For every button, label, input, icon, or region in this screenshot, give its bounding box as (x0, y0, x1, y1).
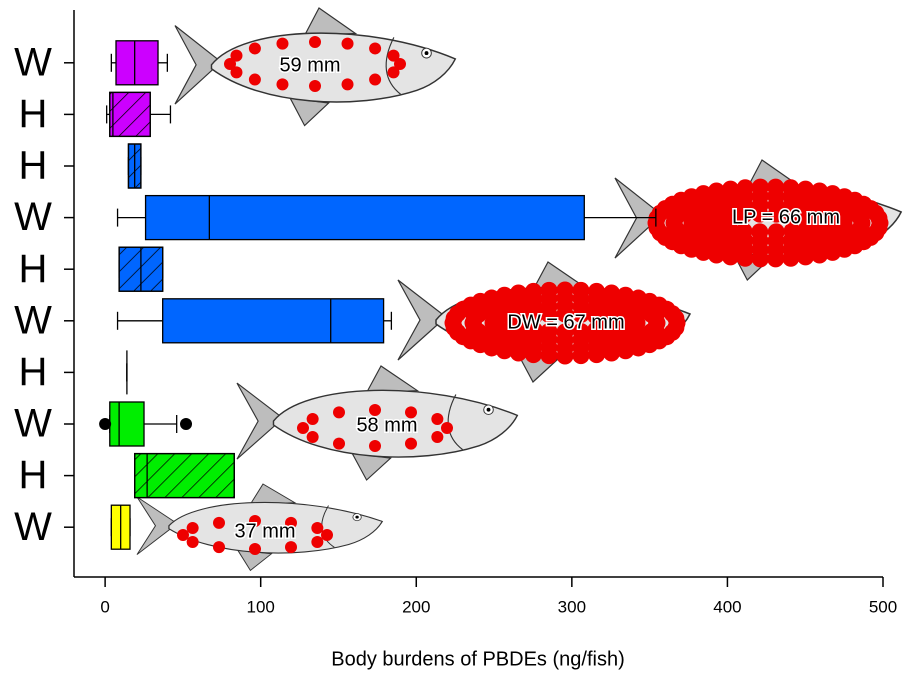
fish-dot (647, 310, 664, 327)
x-axis-label: Body burdens of PBDEs (ng/fish) (331, 648, 624, 670)
fish-dot (213, 541, 225, 553)
annotation: 59 mm (279, 54, 340, 76)
y-tick-label: H (19, 144, 48, 188)
fish-dot (667, 310, 684, 327)
fish-dot (388, 50, 400, 62)
box (163, 299, 384, 343)
fish-dot (342, 78, 354, 90)
box (110, 402, 144, 446)
fish-dot (369, 42, 381, 54)
fish-dot (388, 66, 400, 78)
fish-dot (285, 541, 297, 553)
x-tick-label: 400 (713, 597, 741, 616)
box (146, 196, 585, 240)
y-tick-label: H (19, 350, 48, 394)
fish-dot (369, 440, 381, 452)
fish-dot (249, 543, 261, 555)
fish-dot (187, 536, 199, 548)
fish-dot (627, 311, 644, 328)
y-tick-label: W (14, 195, 52, 239)
x-tick-label: 200 (402, 597, 430, 616)
outlier (180, 418, 192, 430)
fish-dot (321, 529, 333, 541)
fish-dot (249, 42, 261, 54)
fish-dot (230, 50, 242, 62)
fish-dot (333, 438, 345, 450)
box-hatch (135, 454, 235, 498)
fish-dot (852, 210, 869, 227)
fish-dot (309, 80, 321, 92)
fish-dot (297, 422, 309, 434)
y-tick-label: W (14, 402, 52, 446)
x-tick-label: 500 (869, 597, 897, 616)
x-tick-label: 0 (100, 597, 109, 616)
fish-dot (369, 74, 381, 86)
y-tick-label: H (19, 453, 48, 497)
fish-dot (870, 210, 887, 227)
fish-dot (405, 438, 417, 450)
fish-dot (333, 406, 345, 418)
outlier (99, 418, 111, 430)
annotation: DW = 67 mm (507, 311, 624, 333)
fish-dot (307, 413, 319, 425)
fish-dot (187, 522, 199, 534)
y-tick-label: H (19, 247, 48, 291)
x-tick-label: 100 (247, 597, 275, 616)
fish-dot (441, 422, 453, 434)
fish-dot (309, 36, 321, 48)
chart: 59 mm LP = 66 mm DW = 67 mm 58 mm 37 mm … (0, 0, 906, 677)
fish-dot (249, 74, 261, 86)
x-tick-label: 300 (558, 597, 586, 616)
fish-dot (311, 536, 323, 548)
box (116, 41, 158, 85)
y-tick-label: W (14, 40, 52, 84)
fish-dot (276, 78, 288, 90)
y-tick-label: W (14, 505, 52, 549)
fish-dot (307, 431, 319, 443)
fish-dot (431, 431, 443, 443)
fish-dots (177, 36, 889, 555)
fish-dot (276, 38, 288, 50)
annotation: 37 mm (234, 520, 295, 542)
fish-dot (342, 38, 354, 50)
fish-dot (177, 529, 189, 541)
fish-dot (213, 517, 225, 529)
fish-dot (431, 413, 443, 425)
fish-dot (311, 522, 323, 534)
y-tick-label: H (19, 92, 48, 136)
y-tick-label: W (14, 298, 52, 342)
annotation: LP = 66 mm (732, 206, 840, 228)
annotation: 58 mm (356, 414, 417, 436)
box-hatch (110, 92, 150, 136)
